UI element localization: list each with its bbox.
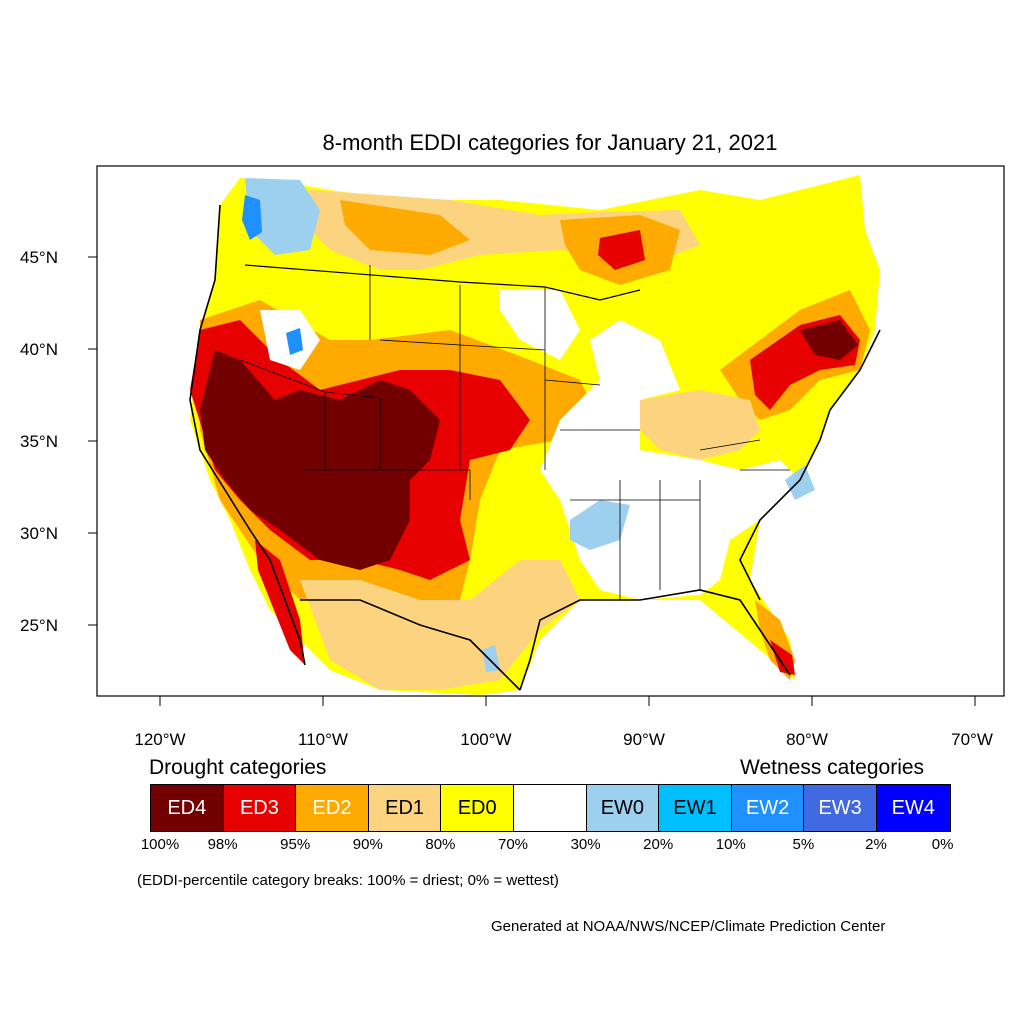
- region-orange-north: [340, 200, 470, 255]
- eddi-map: 45°N 40°N 35°N 30°N 25°N 120°W 110°W 100…: [20, 165, 1005, 749]
- drought-heading: Drought categories: [149, 756, 327, 779]
- region-red-florida: [770, 640, 795, 675]
- lat-axis: 45°N 40°N 35°N 30°N 25°N: [20, 248, 97, 635]
- region-darkred-northeast: [800, 320, 858, 360]
- region-tan-texas: [300, 560, 580, 690]
- lat-label: 35°N: [20, 432, 58, 451]
- state-lines: [239, 265, 790, 600]
- legend-colorbar: ED4 ED3 ED2 ED1 ED0 EW0 EW1 EW2 EW3 EW4: [150, 784, 951, 832]
- lon-label: 70°W: [951, 730, 993, 749]
- lat-label: 30°N: [20, 524, 58, 543]
- lon-axis: 120°W 110°W 100°W 90°W 80°W 70°W: [134, 696, 993, 749]
- region-tan-ohio: [640, 390, 760, 460]
- legend-note: (EDDI-percentile category breaks: 100% =…: [137, 872, 559, 889]
- legend-break-label: 70%: [497, 836, 529, 853]
- legend-swatch: EW4: [876, 785, 950, 831]
- legend-break-label: 90%: [352, 836, 383, 853]
- lon-label: 110°W: [298, 730, 348, 749]
- lon-label: 100°W: [460, 730, 511, 749]
- legend-break-label: 100%: [140, 836, 180, 853]
- legend-swatch: EW1: [659, 785, 732, 831]
- legend-break-label: 30%: [570, 836, 601, 853]
- legend-break-label: 80%: [425, 836, 456, 853]
- lat-label: 25°N: [20, 616, 58, 635]
- legend-break-label: 20%: [643, 836, 674, 853]
- legend-swatch: ED3: [223, 785, 297, 831]
- region-red-ontario: [598, 230, 645, 270]
- legend-swatch: EW3: [804, 785, 877, 831]
- map-frame: [96, 165, 1005, 697]
- map-title: 8-month EDDI categories for January 21, …: [322, 130, 778, 155]
- legend-swatch: ED4: [151, 785, 224, 831]
- region-white-great-plains: [500, 290, 580, 360]
- region-blue-northwest: [242, 195, 262, 240]
- legend-break-label: 95%: [280, 836, 311, 853]
- lon-label: 90°W: [623, 730, 665, 749]
- legend-swatch: [513, 785, 587, 831]
- legend-break-label: 5%: [792, 836, 815, 853]
- legend-swatch: ED2: [296, 785, 369, 831]
- legend-swatch: EW0: [586, 785, 660, 831]
- wetness-heading: Wetness categories: [740, 756, 925, 779]
- credit-text: Generated at NOAA/NWS/NCEP/Climate Predi…: [491, 918, 886, 935]
- lat-label: 40°N: [20, 340, 58, 359]
- lon-label: 120°W: [134, 730, 185, 749]
- region-darkred-baja: [255, 540, 305, 665]
- region-lightblue-northwest: [245, 178, 320, 255]
- legend-swatch: ED1: [368, 785, 442, 831]
- legend-break-label: 10%: [715, 836, 746, 853]
- region-blue-idaho: [286, 328, 303, 355]
- legend-break-label: 2%: [865, 836, 887, 853]
- lat-label: 45°N: [20, 248, 58, 267]
- legend-swatch: ED0: [441, 785, 514, 831]
- legend-break-label: 98%: [207, 836, 238, 853]
- region-lightblue-arkansas: [570, 500, 630, 550]
- region-lightblue-carolina: [785, 465, 815, 500]
- legend-break-label: 0%: [931, 836, 954, 853]
- legend-swatch: EW2: [731, 785, 805, 831]
- coastline: [189, 204, 881, 691]
- lon-label: 80°W: [786, 730, 828, 749]
